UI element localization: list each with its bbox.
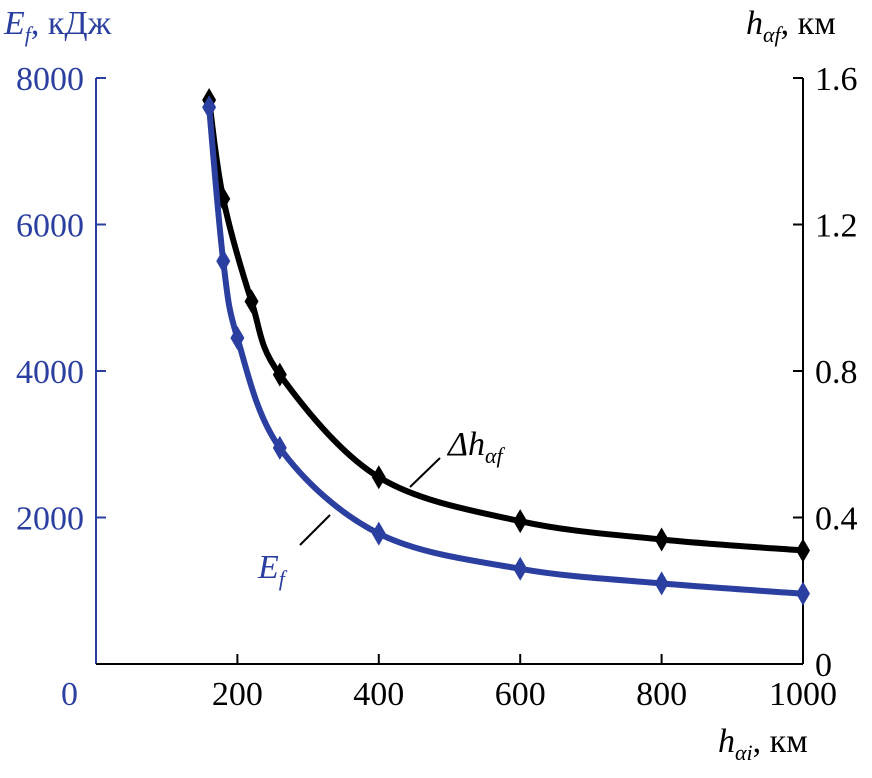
data-point-marker-0 (272, 435, 287, 460)
ef-leader-line (299, 514, 331, 546)
dh-leader-line (409, 457, 441, 488)
ef-series-label: Ef (257, 549, 288, 591)
y-right-tick-label: 1.2 (815, 208, 858, 245)
data-point-marker-0 (216, 249, 231, 274)
y-right-tick-label: 0.4 (815, 501, 858, 538)
y-left-tick-label: 2000 (16, 501, 84, 538)
y-left-tick-label: 8000 (16, 61, 84, 98)
y-right-tick-label: 1.6 (815, 61, 858, 98)
data-point-marker-1 (654, 527, 669, 552)
x-tick-label: 200 (212, 676, 263, 713)
x-axis-title: hαi, км (718, 723, 808, 765)
dh-series-label: Δhαf (446, 426, 506, 468)
x-tick-label: 1000 (769, 676, 837, 713)
y-left-tick-label: 6000 (16, 208, 84, 245)
data-point-marker-0 (513, 556, 528, 581)
data-point-marker-0 (230, 326, 245, 351)
y-right-tick-label: 0 (815, 647, 832, 684)
x-tick-label: 400 (353, 676, 404, 713)
data-point-marker-1 (371, 465, 386, 490)
y-left-tick-label: 4000 (16, 354, 84, 391)
data-point-marker-1 (272, 362, 287, 387)
data-point-marker-1 (513, 509, 528, 534)
y-right-tick-label: 0.8 (815, 354, 858, 391)
data-point-marker-0 (371, 521, 386, 546)
data-point-marker-0 (796, 581, 810, 606)
y-left-tick-label: 0 (61, 676, 78, 713)
data-point-marker-0 (202, 95, 217, 120)
x-tick-label: 600 (495, 676, 546, 713)
data-point-marker-1 (796, 538, 810, 563)
data-point-marker-1 (244, 289, 259, 314)
data-point-marker-0 (654, 571, 669, 596)
series-line-1 (206, 99, 804, 554)
y-left-title: Ef, кДж (3, 5, 112, 47)
y-right-title: hαf, км (746, 5, 836, 47)
x-tick-label: 800 (636, 676, 687, 713)
